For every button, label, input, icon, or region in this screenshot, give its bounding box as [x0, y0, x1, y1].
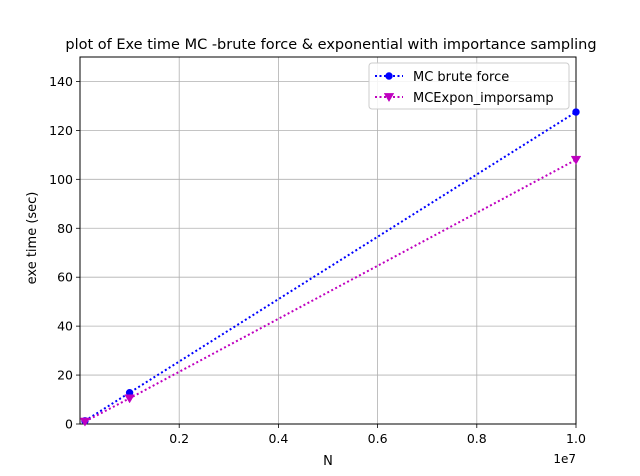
plot-area — [79, 56, 577, 425]
series-layer — [79, 108, 582, 427]
y-tick-label: 80 — [57, 221, 73, 236]
legend-marker-mcexpon-imporsamp — [383, 93, 395, 103]
data-point — [570, 155, 582, 165]
x-tick-label: 1.0 — [566, 431, 586, 446]
grid — [80, 57, 577, 425]
y-tick-label: 20 — [57, 368, 73, 383]
legend-marker-mc-brute-force — [385, 72, 393, 80]
chart-title: plot of Exe time MC -brute force & expon… — [65, 37, 596, 53]
y-tick-label: 0 — [65, 417, 73, 432]
data-point — [124, 394, 135, 404]
series-mc-brute-force — [81, 108, 580, 425]
legend-marker-symbol — [383, 93, 395, 103]
legend-label-mc-brute-force: MC brute force — [413, 70, 509, 85]
legend-label-mcexpon-imporsamp: MCExpon_imporsamp — [413, 91, 554, 106]
x-axis-label: N — [323, 454, 333, 469]
series-line — [84, 158, 577, 423]
x-axis-offset-label: 1e7 — [553, 452, 576, 466]
series-mcexpon-imporsamp — [79, 155, 582, 427]
x-axis-ticks: 0.2 0.4 0.6 0.8 1.0 — [169, 424, 586, 446]
y-tick-label: 40 — [57, 319, 73, 334]
legend: MC brute force MCExpon_imporsamp — [368, 62, 570, 110]
y-axis-label: exe time (sec) — [25, 192, 40, 285]
x-tick-label: 0.6 — [368, 431, 388, 446]
x-tick-label: 0.2 — [169, 431, 189, 446]
series-line — [84, 111, 577, 422]
data-point — [79, 417, 91, 427]
y-tick-label: 140 — [49, 74, 73, 89]
legend-box — [368, 62, 570, 110]
x-tick-label: 0.4 — [268, 431, 288, 446]
y-axis-ticks: 0 20 40 60 80 100 120 140 — [49, 74, 80, 432]
y-tick-label: 120 — [49, 123, 73, 138]
legend-marker-symbol — [385, 72, 393, 80]
y-tick-label: 100 — [49, 172, 73, 187]
x-tick-label: 0.8 — [467, 431, 487, 446]
y-tick-label: 60 — [57, 270, 73, 285]
data-point — [572, 108, 580, 116]
